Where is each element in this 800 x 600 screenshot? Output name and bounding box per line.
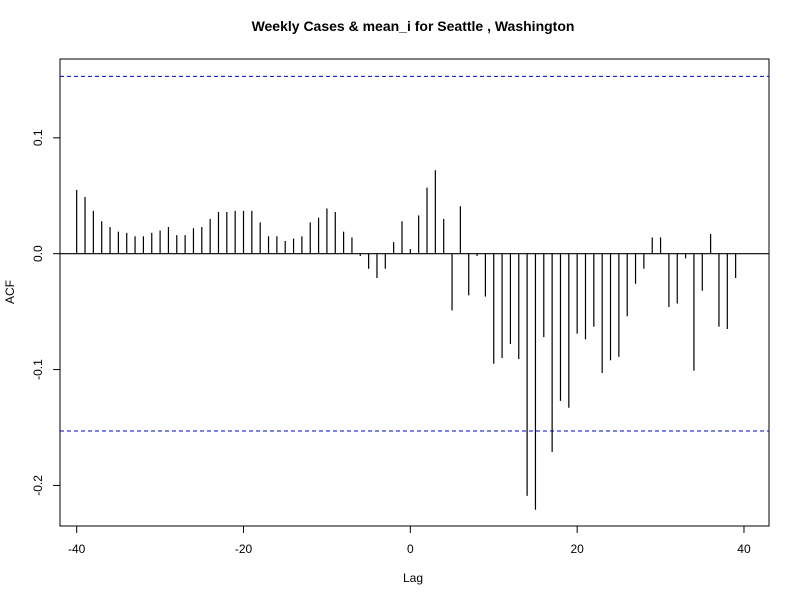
x-axis: -40 -20 0 20 40 bbox=[68, 525, 751, 556]
x-axis-label: Lag bbox=[403, 571, 423, 585]
y-axis-label: ACF bbox=[3, 280, 17, 304]
y-axis: -0.2 -0.1 0.0 0.1 bbox=[31, 129, 61, 496]
x-tick-label: 0 bbox=[407, 542, 414, 556]
y-tick-label: 0.1 bbox=[31, 129, 45, 146]
x-tick-label: 20 bbox=[570, 542, 584, 556]
y-tick-label: 0.0 bbox=[31, 245, 45, 262]
x-tick-label: 40 bbox=[737, 542, 751, 556]
acf-bars bbox=[76, 170, 737, 510]
y-tick-label: -0.1 bbox=[31, 359, 45, 380]
y-tick-label: -0.2 bbox=[31, 475, 45, 496]
confidence-bounds bbox=[60, 75, 769, 432]
chart-title: Weekly Cases & mean_i for Seattle , Wash… bbox=[252, 18, 575, 34]
plot-area-frame bbox=[59, 58, 770, 527]
x-tick-label: -40 bbox=[68, 542, 86, 556]
x-tick-label: -20 bbox=[235, 542, 253, 556]
